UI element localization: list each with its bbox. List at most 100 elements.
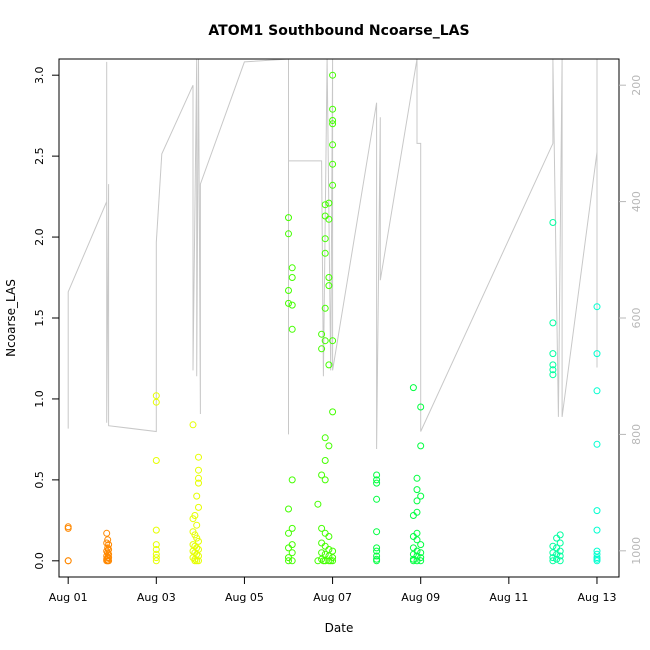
data-point (413, 529, 421, 537)
data-point (321, 249, 329, 257)
secondary-y-tick-label: 600 (630, 308, 643, 329)
data-point (105, 546, 113, 553)
data-point (318, 524, 326, 532)
data-point (285, 505, 292, 513)
data-point (373, 547, 381, 555)
data-point (288, 541, 296, 549)
data-point (417, 403, 425, 411)
data-point (193, 492, 201, 500)
x-tick-label: Aug 07 (313, 591, 352, 604)
data-point (152, 526, 160, 534)
data-point (64, 557, 72, 565)
secondary-y-tick-label: 1000 (630, 537, 643, 565)
data-point (556, 539, 564, 547)
data-point (321, 235, 329, 243)
data-point (103, 529, 111, 537)
data-point (329, 117, 337, 124)
data-point (288, 524, 296, 532)
y-tick-label: 1.0 (33, 390, 46, 408)
data-point (417, 492, 425, 500)
data-point (318, 330, 326, 338)
data-point (321, 337, 329, 345)
data-point (329, 71, 337, 79)
data-point (593, 507, 601, 515)
data-point (193, 521, 201, 529)
data-point (288, 476, 296, 484)
data-point (413, 536, 421, 544)
data-point (373, 479, 381, 487)
y-tick-label: 2.0 (33, 228, 46, 246)
data-point (327, 557, 335, 565)
data-point (373, 557, 381, 565)
data-point (329, 337, 337, 345)
data-point (413, 508, 421, 516)
data-point (413, 486, 421, 494)
y-tick-label: 0.5 (33, 471, 46, 489)
data-point (285, 544, 292, 552)
data-point (325, 274, 333, 281)
data-point (104, 536, 112, 544)
data-point (325, 282, 333, 290)
data-point (321, 434, 329, 442)
data-point (285, 214, 292, 222)
data-point (285, 230, 292, 238)
data-point (373, 552, 381, 560)
data-point (593, 387, 601, 395)
chart-title: ATOM1 Southbound Ncoarse_LAS (208, 23, 469, 39)
data-point (103, 557, 111, 565)
data-point (318, 549, 326, 557)
data-point (549, 361, 557, 369)
data-point (288, 264, 296, 272)
data-point (373, 476, 381, 484)
data-point (285, 299, 292, 307)
data-point (288, 301, 296, 309)
data-point (373, 528, 381, 536)
data-point (195, 503, 202, 511)
data-point (329, 160, 337, 168)
y-axis-label: Ncoarse_LAS (4, 279, 18, 357)
data-point (556, 557, 564, 565)
data-point (319, 557, 327, 565)
x-tick-label: Aug 05 (225, 591, 264, 604)
data-point (191, 557, 199, 565)
data-point (409, 533, 417, 540)
secondary-y-axis: 200 400 600 800 1000 (619, 75, 643, 565)
data-point (593, 350, 601, 358)
data-point (373, 471, 381, 479)
data-point (288, 274, 296, 281)
data-point (152, 541, 160, 549)
data-point (549, 542, 557, 550)
data-point (288, 325, 296, 333)
data-point (318, 471, 326, 479)
data-point (195, 474, 202, 482)
data-point (321, 304, 329, 312)
y-tick-label: 3.0 (33, 66, 46, 84)
secondary-series (67, 58, 598, 450)
data-point (64, 524, 72, 532)
data-point (549, 319, 557, 327)
data-points (64, 71, 601, 565)
data-point (285, 287, 292, 294)
data-point (413, 497, 421, 505)
data-point (193, 534, 201, 542)
data-point (195, 537, 202, 545)
data-point (549, 219, 557, 226)
x-tick-label: Aug 09 (401, 591, 440, 604)
data-point (549, 554, 557, 562)
data-point (321, 201, 329, 209)
data-point (373, 495, 381, 503)
data-point (593, 303, 601, 311)
data-point (318, 345, 326, 353)
data-point (318, 555, 326, 563)
x-axis-label: Date (325, 621, 354, 635)
data-point (409, 544, 417, 552)
data-point (195, 479, 202, 487)
data-point (189, 421, 197, 429)
data-point (593, 526, 601, 534)
data-point (195, 557, 202, 565)
data-point (417, 442, 425, 450)
data-point (195, 453, 202, 461)
data-point (549, 549, 557, 557)
data-point (409, 512, 417, 519)
data-point (285, 557, 292, 565)
